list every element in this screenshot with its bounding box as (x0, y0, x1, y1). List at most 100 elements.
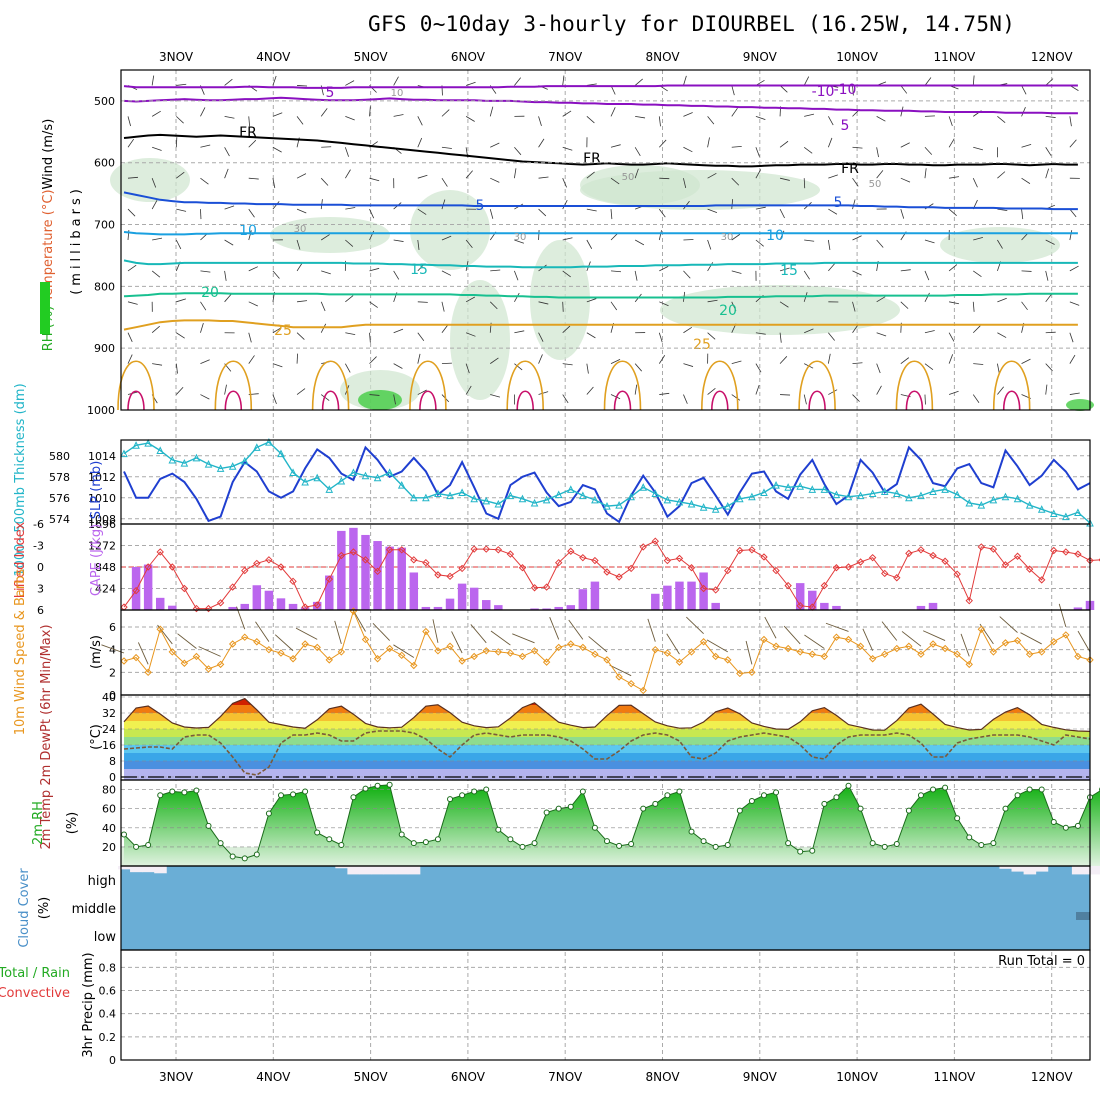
wind-barb (369, 177, 380, 182)
wind-barb (852, 324, 859, 333)
thickness-marker (880, 487, 889, 495)
wind-barb (152, 237, 163, 241)
isotherm-t15 (123, 259, 1078, 269)
lifted-marker (856, 558, 865, 566)
wind-barb (465, 363, 470, 374)
isotherm-freezing (123, 133, 1078, 168)
wind-marker (506, 649, 515, 657)
cloud-clear (407, 866, 421, 875)
wind-barb (634, 270, 638, 281)
thickness-marker (397, 481, 406, 489)
cloud-clear (154, 866, 167, 874)
wind-barb (634, 78, 643, 86)
wind-barb (1069, 116, 1072, 127)
cape-bar (1073, 607, 1083, 610)
wind-barb (1045, 384, 1048, 395)
wind-barb-10m (666, 633, 680, 655)
wind-barb (659, 301, 669, 307)
thickness-marker (434, 489, 442, 498)
wind-barb (828, 332, 835, 341)
wind-barb (176, 116, 184, 124)
cape-bar (252, 585, 262, 610)
wind-barb-10m (764, 616, 777, 639)
wind-barb (586, 116, 595, 124)
wind-barb (272, 178, 276, 189)
wind-marker (168, 648, 177, 656)
thickness-marker (603, 502, 611, 510)
wind-marker (470, 652, 478, 661)
precip-axis-label: 3hr Precip (mm) (81, 952, 96, 1057)
isotherm-label: 20 (719, 303, 737, 319)
lifted-marker (736, 546, 744, 555)
wind-barb (876, 147, 879, 158)
rh-marker (519, 843, 526, 850)
rh-marker (217, 840, 224, 847)
cape-axis-label: CAPE (J/kg) (89, 524, 104, 596)
cape-bar (590, 581, 600, 610)
isotherm-label: 50 (869, 179, 882, 190)
cloud-clear (335, 866, 348, 869)
cape-bar (143, 564, 153, 610)
temp-band (124, 745, 1090, 753)
wind-barb (489, 301, 498, 310)
isotherm-label: FR (841, 161, 859, 177)
wind-barb (707, 172, 717, 179)
wind-barb-10m (745, 640, 753, 665)
wind-barb (248, 332, 252, 343)
wind-barb-10m (177, 633, 197, 649)
rh-marker (507, 836, 514, 843)
wind-barb (224, 78, 233, 86)
wind-barb (707, 387, 716, 395)
thickness-marker (409, 493, 418, 502)
lifted-marker (772, 566, 780, 575)
thickness-marker (917, 491, 925, 500)
cape-bar (687, 581, 696, 610)
isotherm-minus10 (123, 84, 1078, 89)
wind-barb (683, 394, 688, 404)
day-label-bottom: 3NOV (159, 1070, 194, 1084)
isotherm-label: -10 (812, 84, 835, 100)
wind-barb (586, 363, 589, 374)
wind-barb (393, 239, 404, 242)
wind-barb-10m (393, 644, 415, 658)
wind-barb (562, 363, 573, 366)
thickness-marker (808, 485, 817, 493)
wind-marker (144, 668, 152, 677)
thickness-marker (856, 491, 865, 500)
wind-marker (1037, 648, 1046, 656)
wind-barb (755, 239, 764, 247)
rh-shading-high (358, 390, 402, 410)
rh-marker (640, 805, 647, 812)
lifted-marker (132, 586, 140, 595)
day-label-top: 12NOV (1031, 50, 1073, 64)
wind-barb (610, 270, 621, 273)
wind-barb (1021, 358, 1031, 364)
isotherm-label: 5 (841, 118, 850, 134)
isotherm-30-loop (506, 360, 544, 411)
wind-barb (152, 146, 162, 151)
wind-barb (1045, 293, 1053, 303)
wind-barb (658, 208, 666, 218)
wind-barb (562, 146, 573, 151)
thickness-marker (820, 485, 829, 493)
wind-barb (417, 353, 421, 364)
wind-marker (579, 643, 587, 652)
cape-bar (445, 598, 455, 610)
wind-barb (731, 146, 742, 148)
rh-marker (978, 841, 985, 848)
temp-tick: 32 (102, 707, 116, 720)
wind-barb (320, 108, 328, 117)
cape-bar (385, 546, 394, 610)
wind-marker (301, 640, 309, 648)
thickness-marker (228, 462, 237, 470)
wind-barb (755, 169, 762, 179)
wind-barb (441, 199, 446, 210)
wind-barb (562, 110, 572, 117)
wind-barb (224, 115, 235, 119)
wind-barb (393, 114, 404, 117)
rh-marker (495, 826, 502, 833)
wind-barb (900, 177, 911, 183)
wind-barb-10m (353, 610, 366, 632)
rh-marker (797, 848, 804, 855)
day-label-bottom: 10NOV (836, 1070, 878, 1084)
